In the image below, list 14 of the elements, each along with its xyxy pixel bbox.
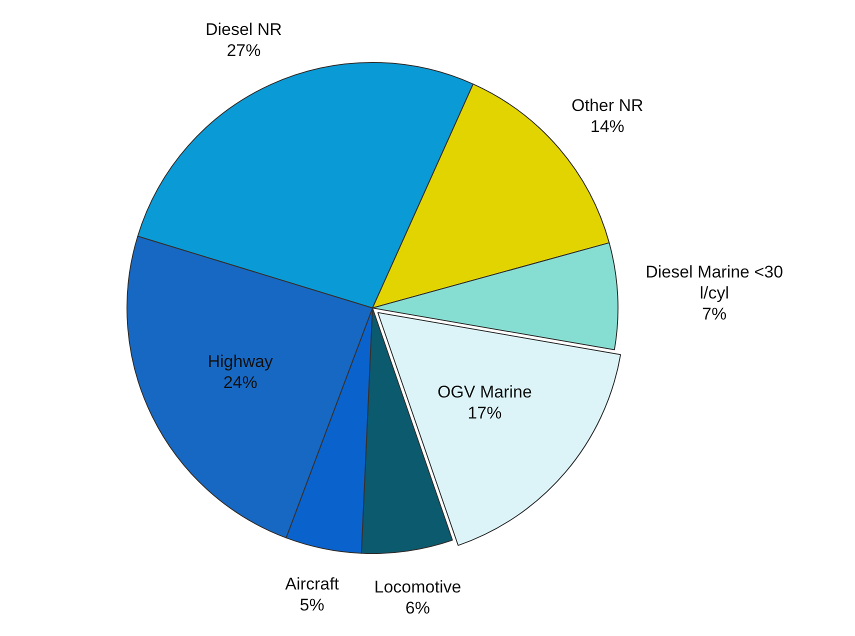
- slice-label: Other NR: [572, 96, 644, 116]
- data-label: 5%: [300, 596, 324, 615]
- slice-label: OGV Marine: [437, 382, 532, 402]
- data-label: 7%: [702, 304, 727, 324]
- slice-label: Aircraft: [285, 574, 340, 594]
- slice-label: Diesel NR: [205, 20, 282, 39]
- slice-label: Highway: [208, 352, 274, 372]
- data-label: 24%: [223, 373, 258, 392]
- slice-label: Locomotive: [374, 578, 462, 597]
- data-label: 17%: [468, 404, 502, 423]
- data-label: 27%: [226, 40, 261, 60]
- data-label: 6%: [405, 598, 430, 618]
- data-label: 14%: [590, 117, 624, 136]
- slice-label: Diesel Marine <30 l/cyl: [646, 262, 784, 302]
